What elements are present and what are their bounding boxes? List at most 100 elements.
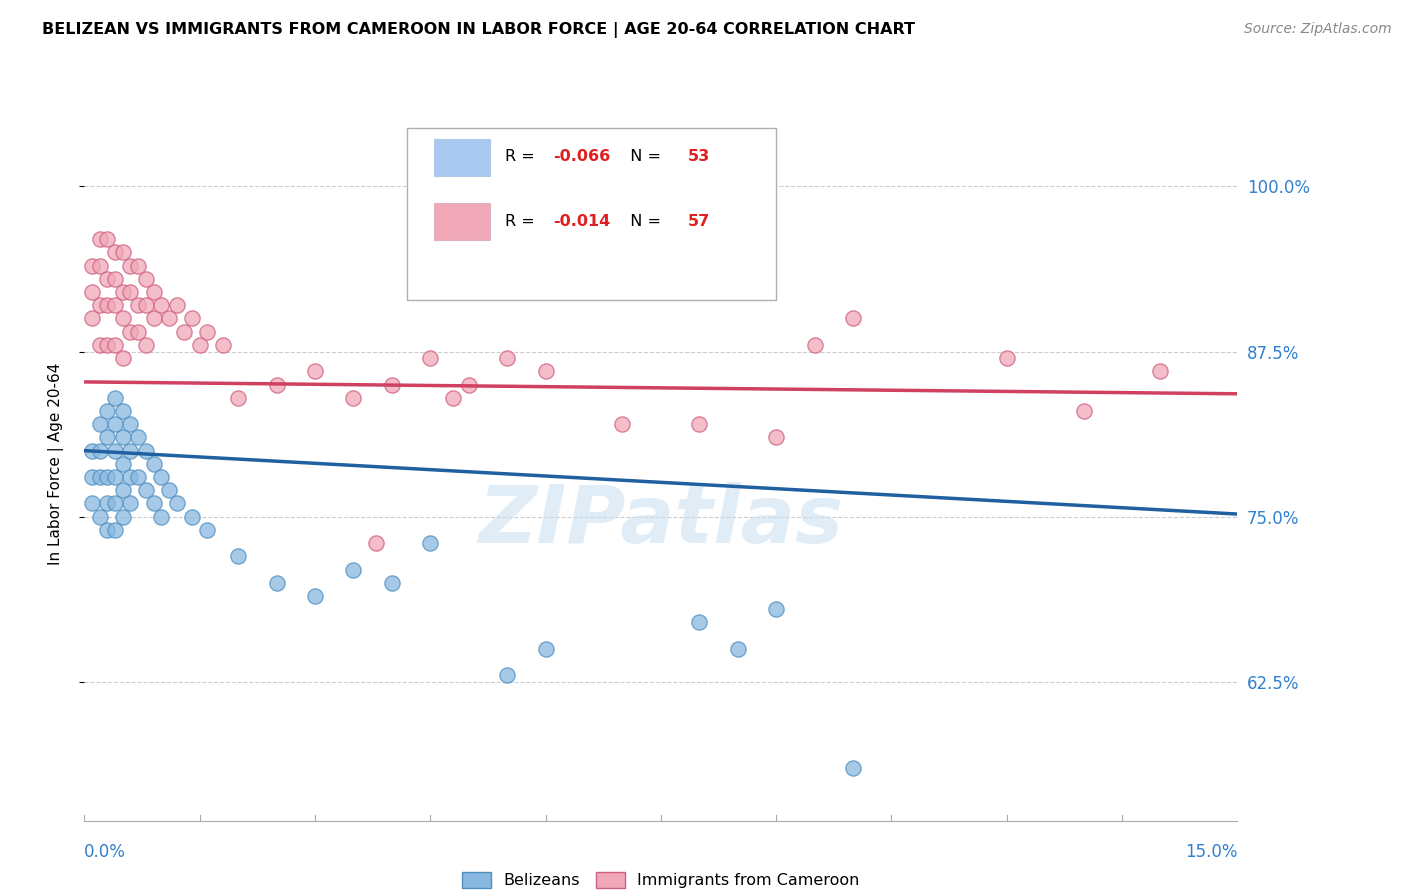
Point — [765, 430, 787, 444]
Point — [80, 311, 103, 326]
Point — [381, 377, 404, 392]
Point — [120, 285, 142, 299]
Y-axis label: In Labor Force | Age 20-64: In Labor Force | Age 20-64 — [48, 363, 63, 565]
Point — [150, 298, 173, 312]
Point — [135, 483, 157, 498]
Point — [842, 311, 865, 326]
Point — [96, 496, 118, 510]
Point — [304, 364, 326, 378]
FancyBboxPatch shape — [433, 203, 491, 241]
FancyBboxPatch shape — [408, 128, 776, 300]
Point — [135, 298, 157, 312]
Point — [142, 457, 165, 471]
Text: N =: N = — [620, 214, 666, 228]
Point — [366, 536, 388, 550]
Point — [304, 589, 326, 603]
Point — [381, 575, 404, 590]
Point — [534, 641, 557, 656]
Point — [226, 391, 249, 405]
Point — [96, 430, 118, 444]
Point — [96, 404, 118, 418]
Point — [96, 523, 118, 537]
Point — [127, 325, 149, 339]
Point — [181, 509, 204, 524]
Point — [195, 325, 218, 339]
Point — [842, 761, 865, 775]
Point — [111, 311, 134, 326]
Point — [111, 430, 134, 444]
Point — [104, 245, 127, 260]
Point — [142, 311, 165, 326]
Point — [135, 338, 157, 352]
Point — [80, 496, 103, 510]
Point — [120, 443, 142, 458]
Point — [120, 259, 142, 273]
Point — [173, 325, 195, 339]
Text: 53: 53 — [688, 150, 710, 164]
Point — [765, 602, 787, 616]
Point — [120, 470, 142, 484]
Point — [266, 377, 288, 392]
Point — [89, 470, 111, 484]
Point — [166, 298, 188, 312]
Point — [111, 351, 134, 365]
Point — [135, 443, 157, 458]
Point — [688, 417, 710, 432]
Point — [572, 245, 595, 260]
Point — [96, 470, 118, 484]
Text: Source: ZipAtlas.com: Source: ZipAtlas.com — [1244, 22, 1392, 37]
FancyBboxPatch shape — [433, 139, 491, 177]
Point — [104, 523, 127, 537]
Point — [80, 443, 103, 458]
Point — [104, 298, 127, 312]
Point — [457, 377, 479, 392]
Text: -0.014: -0.014 — [554, 214, 610, 228]
Point — [89, 417, 111, 432]
Point — [995, 351, 1018, 365]
Text: -0.066: -0.066 — [554, 150, 610, 164]
Point — [104, 496, 127, 510]
Text: 0.0%: 0.0% — [84, 843, 127, 861]
Point — [419, 536, 441, 550]
Point — [1149, 364, 1171, 378]
Point — [104, 272, 127, 286]
Point — [688, 615, 710, 630]
Point — [104, 443, 127, 458]
Point — [803, 338, 825, 352]
Point — [80, 259, 103, 273]
Point — [157, 311, 180, 326]
Text: 15.0%: 15.0% — [1185, 843, 1237, 861]
Point — [612, 272, 634, 286]
Point — [496, 351, 519, 365]
Point — [142, 285, 165, 299]
Point — [166, 496, 188, 510]
Text: R =: R = — [505, 214, 540, 228]
Text: BELIZEAN VS IMMIGRANTS FROM CAMEROON IN LABOR FORCE | AGE 20-64 CORRELATION CHAR: BELIZEAN VS IMMIGRANTS FROM CAMEROON IN … — [42, 22, 915, 38]
Point — [496, 668, 519, 682]
Point — [157, 483, 180, 498]
Point — [111, 404, 134, 418]
Point — [104, 391, 127, 405]
Point — [127, 298, 149, 312]
Point — [419, 351, 441, 365]
Text: ZIPatlas: ZIPatlas — [478, 482, 844, 560]
Point — [612, 417, 634, 432]
Point — [441, 391, 464, 405]
Point — [266, 575, 288, 590]
Point — [120, 325, 142, 339]
Point — [534, 364, 557, 378]
Point — [104, 338, 127, 352]
Text: R =: R = — [505, 150, 540, 164]
Point — [181, 311, 204, 326]
Point — [142, 496, 165, 510]
Point — [111, 285, 134, 299]
Text: N =: N = — [620, 150, 666, 164]
Point — [120, 417, 142, 432]
Point — [89, 509, 111, 524]
Point — [89, 232, 111, 246]
Point — [80, 470, 103, 484]
Point — [127, 259, 149, 273]
Point — [89, 338, 111, 352]
Point — [120, 496, 142, 510]
Point — [111, 457, 134, 471]
